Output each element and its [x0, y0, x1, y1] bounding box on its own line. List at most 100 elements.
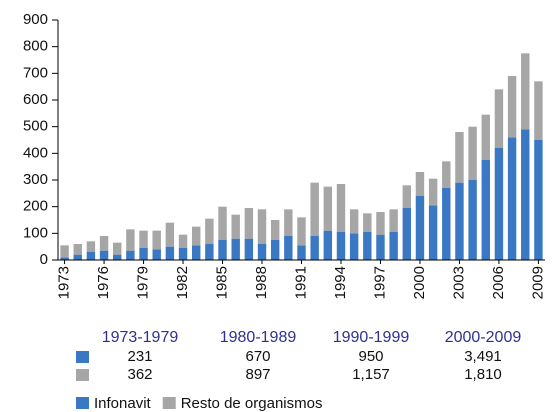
bar-segment [455, 182, 464, 260]
y-tick-label: 0 [40, 251, 48, 268]
bar-segment [442, 161, 451, 188]
x-tick-label: 1982 [174, 266, 191, 299]
bar-segment [86, 252, 96, 260]
y-tick-label: 400 [23, 144, 48, 161]
bar-segment [126, 250, 135, 260]
y-tick-label: 200 [23, 198, 48, 215]
bar-segment [191, 245, 201, 260]
bar-segment [73, 244, 82, 255]
bar-segment [310, 236, 319, 260]
bar-segment [178, 248, 188, 260]
summary-swatch [76, 351, 89, 363]
bar-segment [284, 209, 293, 236]
bar-segment [376, 234, 385, 260]
bar-segment [481, 114, 490, 160]
legend-swatch [162, 397, 176, 409]
summary-header: 2000-2009 [445, 329, 522, 346]
bar-segment [218, 240, 227, 260]
bar-segment [191, 226, 201, 246]
bar-segment [284, 236, 293, 260]
bar-segment [521, 53, 530, 130]
bar-segment [455, 132, 464, 183]
summary-cell: 670 [245, 348, 270, 365]
bar-segment [521, 129, 530, 260]
summary-cell: 1,810 [464, 366, 502, 383]
x-tick-label: 1985 [213, 266, 230, 299]
y-tick-label: 900 [23, 11, 48, 28]
summary-cell: 231 [127, 348, 152, 365]
x-tick-label: 1988 [253, 266, 270, 299]
x-tick-label: 2003 [450, 266, 467, 299]
bar-segment [507, 137, 517, 260]
x-tick-label: 2009 [529, 266, 546, 299]
legend-label: Resto de organismos [181, 395, 323, 412]
bar-segment [494, 89, 504, 148]
summary-cell: 3,491 [464, 348, 502, 365]
bar-segment [402, 185, 412, 208]
summary-cell: 362 [127, 366, 152, 383]
bar-segment [257, 244, 267, 260]
bar-segment [468, 126, 477, 180]
bar-segment [99, 236, 109, 251]
y-tick-label: 600 [23, 91, 48, 108]
bar-segment [139, 248, 148, 260]
legend-swatch [76, 397, 89, 409]
summary-swatch [76, 369, 89, 381]
bar-segment [244, 208, 254, 239]
x-tick-label: 1976 [95, 266, 112, 299]
bar-segment [60, 257, 69, 260]
bar-segment [152, 249, 161, 260]
bar-segment [231, 214, 240, 239]
bar-segment [494, 148, 504, 260]
bar-segment [165, 246, 175, 260]
bar-segment [244, 238, 254, 260]
bar-segment [270, 220, 280, 240]
bar-segment [73, 254, 82, 260]
x-tick-label: 1994 [332, 266, 349, 299]
bar-segment [270, 240, 280, 260]
bar-segment [297, 245, 306, 260]
bar-segment [113, 254, 122, 260]
bar-segment [349, 209, 359, 234]
bar-segment [297, 217, 306, 246]
summary-header: 1973-1979 [102, 329, 179, 346]
y-tick-label: 500 [23, 118, 48, 135]
y-tick-label: 700 [23, 64, 48, 81]
bar-segment [415, 172, 425, 196]
bar-segment [442, 188, 451, 260]
summary-header: 1980-1989 [220, 329, 297, 346]
x-tick-label: 1973 [56, 266, 73, 299]
bar-segment [126, 229, 135, 251]
y-tick-label: 100 [23, 224, 48, 241]
bar-segment [257, 209, 267, 244]
x-tick-label: 1979 [135, 266, 152, 299]
x-tick-label: 2006 [490, 266, 507, 299]
bar-segment [205, 218, 214, 244]
bar-segment [534, 140, 543, 260]
x-tick-label: 1991 [292, 266, 309, 299]
bar-segment [336, 184, 346, 232]
summary-cell: 950 [358, 348, 383, 365]
x-tick-label: 2000 [411, 266, 428, 299]
bar-segment [415, 196, 425, 260]
bar-segment [534, 81, 543, 140]
bar-segment [86, 241, 96, 252]
bar-segment [178, 234, 188, 248]
bar-segment [218, 206, 227, 240]
bar-segment [376, 212, 385, 235]
bar-segment [336, 232, 346, 260]
bar-segment [468, 180, 477, 260]
summary-header: 1990-1999 [333, 329, 410, 346]
bar-segment [507, 76, 517, 138]
bar-segment [428, 205, 438, 260]
summary-cell: 897 [245, 366, 270, 383]
bar-segment [99, 250, 109, 260]
bar-segment [363, 232, 372, 260]
bar-segment [428, 178, 438, 206]
bar-segment [389, 209, 398, 232]
bar-segment [389, 232, 398, 260]
bar-segment [165, 222, 175, 247]
x-tick-label: 1997 [371, 266, 388, 299]
